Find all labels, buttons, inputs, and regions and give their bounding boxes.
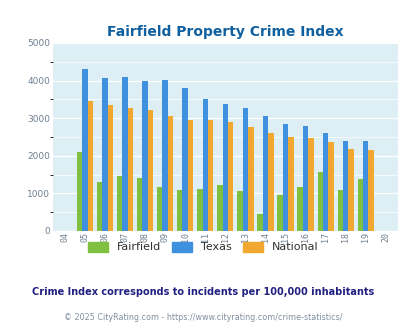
Bar [136, 178, 142, 231]
Bar [268, 133, 273, 231]
Bar [102, 78, 107, 231]
Bar [202, 99, 207, 231]
Text: © 2025 CityRating.com - https://www.cityrating.com/crime-statistics/: © 2025 CityRating.com - https://www.city… [64, 313, 341, 322]
Bar [188, 120, 193, 231]
Bar [317, 172, 322, 231]
Bar [302, 126, 307, 231]
Bar [342, 141, 347, 231]
Text: Crime Index corresponds to incidents per 100,000 inhabitants: Crime Index corresponds to incidents per… [32, 287, 373, 297]
Bar [247, 127, 253, 231]
Title: Fairfield Property Crime Index: Fairfield Property Crime Index [107, 25, 343, 39]
Bar [288, 137, 293, 231]
Bar [122, 77, 128, 231]
Bar [87, 101, 93, 231]
Bar [368, 150, 373, 231]
Bar [257, 214, 262, 231]
Bar [117, 177, 122, 231]
Bar [162, 80, 167, 231]
Bar [96, 182, 102, 231]
Bar [157, 186, 162, 231]
Bar [128, 108, 133, 231]
Bar [107, 105, 113, 231]
Bar [77, 152, 82, 231]
Bar [347, 148, 353, 231]
Bar [362, 141, 368, 231]
Bar [337, 190, 342, 231]
Bar [328, 142, 333, 231]
Bar [297, 186, 302, 231]
Bar [177, 190, 182, 231]
Bar [307, 139, 313, 231]
Bar [217, 185, 222, 231]
Bar [237, 191, 242, 231]
Bar [242, 108, 247, 231]
Bar [142, 81, 147, 231]
Bar [222, 104, 228, 231]
Bar [262, 116, 268, 231]
Bar [147, 110, 153, 231]
Bar [277, 194, 282, 231]
Bar [182, 88, 188, 231]
Legend: Fairfield, Texas, National: Fairfield, Texas, National [83, 237, 322, 257]
Bar [207, 120, 213, 231]
Bar [357, 179, 362, 231]
Bar [197, 189, 202, 231]
Bar [82, 69, 87, 231]
Bar [282, 124, 288, 231]
Bar [228, 122, 233, 231]
Bar [322, 133, 328, 231]
Bar [167, 116, 173, 231]
